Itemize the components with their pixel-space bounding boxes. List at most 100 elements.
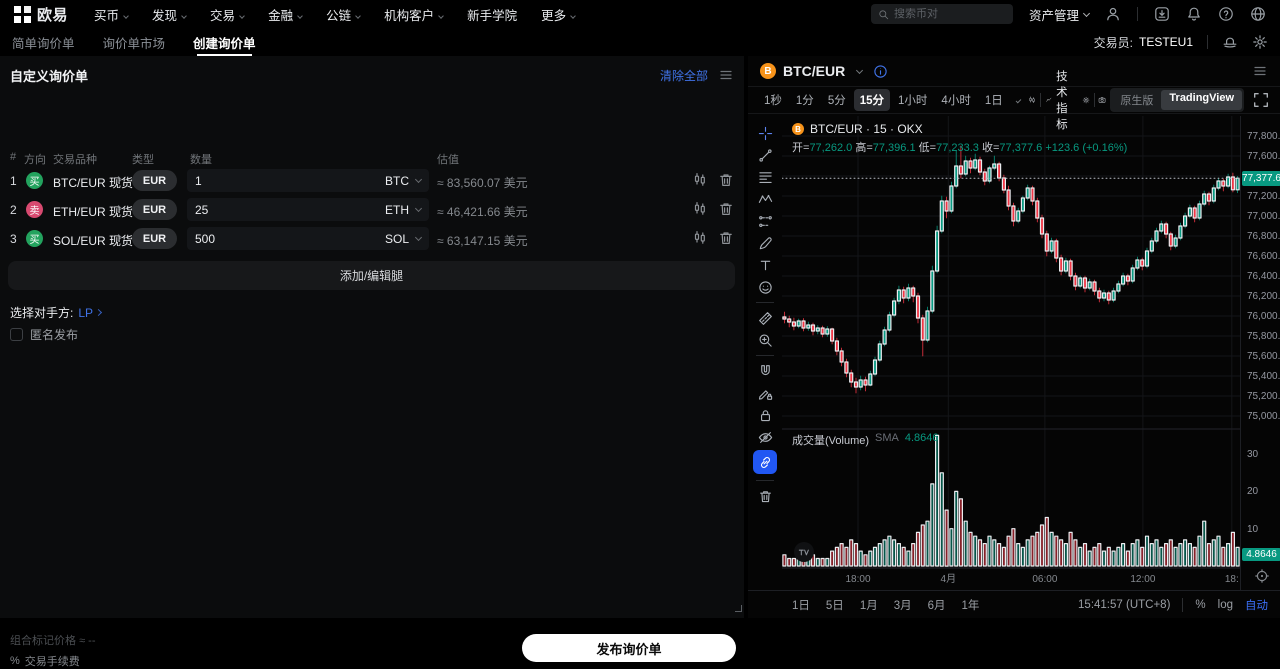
nav-item-新手学院[interactable]: 新手学院	[467, 5, 517, 24]
search-input[interactable]	[894, 8, 994, 20]
amount-input-box[interactable]: BTC	[187, 169, 429, 192]
nav-item-金融[interactable]: 金融	[268, 5, 302, 24]
fib-retracement-icon[interactable]	[753, 166, 777, 188]
nav-item-公链[interactable]: 公链	[326, 5, 360, 24]
volume-legend[interactable]: 成交量(Volume) SMA 4.8646	[792, 432, 939, 448]
leg-instrument[interactable]: SOL/EUR 现货	[53, 232, 133, 249]
timeframe-1小时[interactable]: 1小时	[892, 89, 933, 111]
panel-resize-handle[interactable]	[735, 605, 742, 612]
range-1日[interactable]: 1日	[792, 597, 810, 613]
price-axis[interactable]: 77,377.6 4.8646 77,800.077,600.077,200.0…	[1240, 116, 1280, 590]
nav-item-更多[interactable]: 更多	[541, 5, 575, 24]
chart-legend[interactable]: B BTC/EUR · 15 · OKX	[792, 122, 923, 136]
projection-icon[interactable]	[753, 210, 777, 232]
timeframe-4小时[interactable]: 4小时	[935, 89, 976, 111]
chart-icon[interactable]	[692, 230, 708, 246]
amount-input-box[interactable]: ETH	[187, 198, 429, 221]
emoji-icon[interactable]	[753, 276, 777, 298]
tab-询价单市场[interactable]: 询价单市场	[103, 28, 166, 56]
amount-input[interactable]	[195, 232, 335, 246]
scale-percent-button[interactable]: %	[1195, 599, 1205, 611]
nav-item-机构客户[interactable]: 机构客户	[384, 5, 443, 24]
range-1年[interactable]: 1年	[962, 597, 980, 613]
trash-icon[interactable]	[718, 230, 734, 246]
camera-icon[interactable]	[1098, 91, 1106, 109]
bowler-hat-icon[interactable]	[1222, 34, 1238, 50]
zoom-in-icon[interactable]	[753, 329, 777, 351]
price-tick: 75,800.0	[1247, 331, 1280, 342]
chart-header: B BTC/EUR	[748, 56, 1280, 86]
tradingview-watermark-icon[interactable]	[794, 542, 814, 562]
timeframe-5分[interactable]: 5分	[822, 89, 852, 111]
timeframe-more-chevron[interactable]	[1015, 97, 1021, 103]
amount-input-box[interactable]: SOL	[187, 227, 429, 250]
chart-symbol[interactable]: BTC/EUR	[783, 63, 845, 79]
timeframe-1秒[interactable]: 1秒	[758, 89, 788, 111]
range-1月[interactable]: 1月	[860, 597, 878, 613]
clear-all-button[interactable]: 清除全部	[660, 67, 708, 84]
gear-icon[interactable]	[1252, 34, 1268, 50]
tab-创建询价单[interactable]: 创建询价单	[193, 28, 256, 56]
currency-pill[interactable]: EUR	[132, 228, 177, 249]
fullscreen-icon[interactable]	[1252, 91, 1270, 109]
chart-icon[interactable]	[692, 201, 708, 217]
unit-selector[interactable]: BTC	[385, 174, 421, 188]
unit-selector[interactable]: ETH	[385, 203, 421, 217]
timeframe-1分[interactable]: 1分	[790, 89, 820, 111]
leg-instrument[interactable]: BTC/EUR 现货	[53, 174, 133, 191]
search-box[interactable]	[871, 4, 1013, 24]
range-6月[interactable]: 6月	[928, 597, 946, 613]
draw-lock-icon[interactable]	[753, 382, 777, 404]
text-tool-icon[interactable]	[753, 254, 777, 276]
range-3月[interactable]: 3月	[894, 597, 912, 613]
timeframe-1日[interactable]: 1日	[979, 89, 1009, 111]
publish-rfq-button[interactable]: 发布询价单	[522, 634, 736, 662]
scale-auto-button[interactable]: 自动	[1245, 597, 1268, 613]
crosshair-icon[interactable]	[753, 122, 777, 144]
ruler-icon[interactable]	[753, 307, 777, 329]
chart-icon[interactable]	[692, 172, 708, 188]
add-edit-legs-button[interactable]: 添加/编辑腿	[8, 261, 735, 290]
anonymous-checkbox[interactable]	[10, 328, 23, 341]
bell-icon[interactable]	[1186, 6, 1202, 22]
download-icon[interactable]	[1154, 6, 1170, 22]
version-TradingView[interactable]: TradingView	[1161, 90, 1242, 110]
unit-selector[interactable]: SOL	[385, 232, 421, 246]
candle-style-icon[interactable]	[1028, 91, 1036, 109]
okx-logo[interactable]: 欧易	[14, 4, 68, 25]
leg-instrument[interactable]: ETH/EUR 现货	[53, 203, 133, 220]
indicator-settings-gear-icon[interactable]	[1082, 91, 1090, 109]
timeframe-15分[interactable]: 15分	[854, 89, 890, 111]
counterparty-selector[interactable]: LP	[78, 306, 101, 320]
trash-icon[interactable]	[718, 172, 734, 188]
hide-drawings-icon[interactable]	[753, 426, 777, 448]
trend-line-icon[interactable]	[753, 144, 777, 166]
panel-menu-icon[interactable]	[718, 67, 734, 83]
xabcd-pattern-icon[interactable]	[753, 188, 777, 210]
nav-item-交易[interactable]: 交易	[210, 5, 244, 24]
trash-icon[interactable]	[718, 201, 734, 217]
version-原生版[interactable]: 原生版	[1112, 90, 1161, 110]
scroll-to-realtime-icon[interactable]	[1254, 568, 1270, 584]
scale-log-button[interactable]: log	[1218, 599, 1233, 611]
amount-input[interactable]	[195, 203, 335, 217]
amount-input[interactable]	[195, 174, 335, 188]
brush-icon[interactable]	[753, 232, 777, 254]
info-icon[interactable]	[873, 64, 888, 79]
globe-icon[interactable]	[1250, 6, 1266, 22]
chart-menu-icon[interactable]	[1252, 63, 1268, 79]
asset-management-menu[interactable]: 资产管理	[1029, 5, 1089, 24]
currency-pill[interactable]: EUR	[132, 199, 177, 220]
range-5日[interactable]: 5日	[826, 597, 844, 613]
tab-简单询价单[interactable]: 简单询价单	[12, 28, 75, 56]
user-icon[interactable]	[1105, 6, 1121, 22]
nav-item-买币[interactable]: 买币	[94, 5, 128, 24]
currency-pill[interactable]: EUR	[132, 170, 177, 191]
lock-icon[interactable]	[753, 404, 777, 426]
help-icon[interactable]	[1218, 6, 1234, 22]
link-icon[interactable]	[753, 450, 777, 474]
trash-icon[interactable]	[753, 485, 777, 507]
nav-item-发现[interactable]: 发现	[152, 5, 186, 24]
magnet-icon[interactable]	[753, 360, 777, 382]
